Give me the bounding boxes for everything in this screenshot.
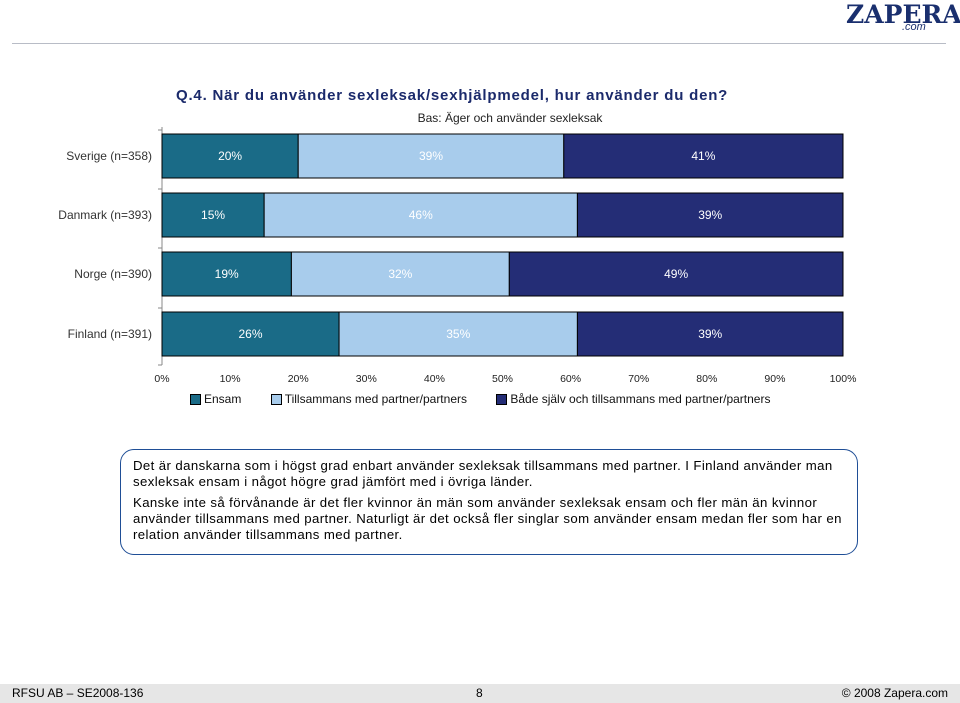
data-label: 46%	[409, 208, 433, 222]
chart-legend: Ensam Tillsammans med partner/partners B…	[190, 392, 796, 408]
data-label: 39%	[419, 149, 443, 163]
data-label: 32%	[388, 267, 412, 281]
logo-text: ZAPERA	[846, 0, 960, 29]
x-tick-label: 60%	[560, 373, 581, 385]
bar-segment	[576, 192, 844, 238]
data-label: 20%	[218, 149, 242, 163]
page-title: Q.4. När du använder sexleksak/sexhjälpm…	[176, 87, 729, 104]
bar-segment	[576, 311, 844, 357]
category-label: Sverige (n=358)	[66, 149, 152, 163]
data-label: 39%	[698, 327, 722, 341]
x-tick-label: 20%	[288, 373, 309, 385]
footer-copyright: © 2008 Zapera.com	[841, 686, 948, 700]
data-label: 49%	[664, 267, 688, 281]
data-label: 35%	[446, 327, 470, 341]
x-tick-label: 40%	[424, 373, 445, 385]
zapera-logo: ZAPERA .com	[846, 0, 960, 38]
bar-segment	[563, 133, 844, 179]
bar-segment	[161, 251, 292, 297]
data-label: 26%	[239, 327, 263, 341]
category-label: Danmark (n=393)	[58, 208, 152, 222]
legend-label-bade: Både själv och tillsammans med partner/p…	[510, 392, 771, 406]
data-label: 39%	[698, 208, 722, 222]
commentary-box: Det är danskarna som i högst grad enbart…	[120, 449, 858, 555]
bar-segment	[508, 251, 844, 297]
commentary-paragraph-1: Det är danskarna som i högst grad enbart…	[133, 458, 833, 489]
data-label: 41%	[691, 149, 715, 163]
bar-segment	[290, 251, 510, 297]
header-divider	[12, 43, 946, 44]
x-tick-label: 70%	[628, 373, 649, 385]
logo-subtext: .com	[902, 21, 926, 33]
x-tick-label: 10%	[220, 373, 241, 385]
legend-swatch-tillsammans	[270, 393, 282, 405]
footer-reference: RFSU AB – SE2008-136	[12, 686, 144, 700]
data-label: 15%	[201, 208, 225, 222]
chart-subtitle: Bas: Äger och använder sexleksak	[0, 111, 960, 125]
legend-item-tillsammans: Tillsammans med partner/partners	[270, 392, 467, 406]
x-tick-label: 90%	[764, 373, 785, 385]
x-tick-label: 100%	[830, 373, 857, 385]
category-label: Finland (n=391)	[68, 327, 152, 341]
category-label: Norge (n=390)	[74, 267, 152, 281]
x-tick-label: 0%	[154, 373, 169, 385]
bar-segment	[161, 311, 340, 357]
x-tick-label: 80%	[696, 373, 717, 385]
x-tick-label: 50%	[492, 373, 513, 385]
bar-segment	[263, 192, 578, 238]
stacked-bar-chart: Sverige (n=358) 20% 39% 41% Danmark (n=393) 1…	[58, 127, 857, 385]
legend-swatch-bade	[496, 393, 508, 405]
legend-item-ensam: Ensam	[190, 392, 241, 406]
legend-item-bade: Både själv och tillsammans med partner/p…	[496, 392, 770, 406]
data-label: 19%	[215, 267, 239, 281]
page-footer: RFSU AB – SE2008-136 8 © 2008 Zapera.com	[0, 684, 960, 703]
bar-segment	[161, 192, 265, 238]
x-tick-label: 30%	[356, 373, 377, 385]
commentary-paragraph-2: Kanske inte så förvånande är det fler kv…	[133, 495, 842, 542]
subtitle-text: Bas: Äger och använder sexleksak	[417, 111, 603, 125]
legend-label-ensam: Ensam	[204, 392, 242, 406]
legend-swatch-ensam	[190, 393, 201, 405]
legend-label-tillsammans: Tillsammans med partner/partners	[284, 392, 467, 406]
footer-page-number: 8	[476, 686, 483, 700]
